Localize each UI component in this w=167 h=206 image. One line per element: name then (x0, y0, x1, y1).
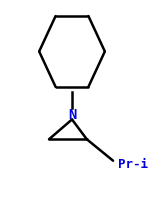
Text: Pr-i: Pr-i (118, 158, 148, 170)
Text: N: N (68, 107, 76, 121)
